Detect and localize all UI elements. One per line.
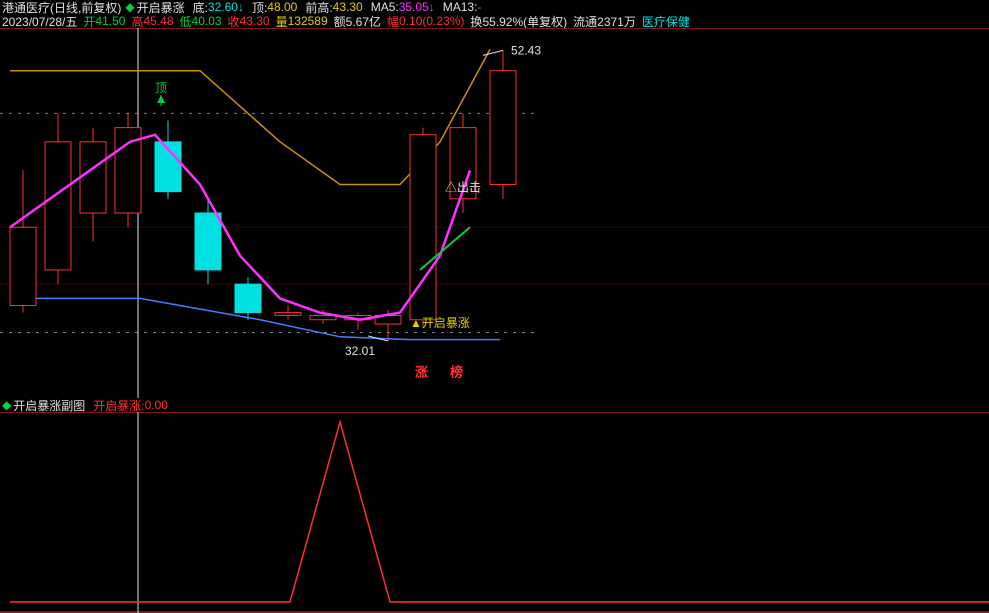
- svg-text:52.43: 52.43: [511, 43, 541, 57]
- sub-title: 开启暴涨副图: [13, 397, 85, 414]
- sub-chart-header: ◆ 开启暴涨副图 开启暴涨: 0.00: [0, 398, 989, 412]
- svg-text:△出击: △出击: [445, 181, 481, 195]
- sub-indicator-chart[interactable]: [0, 412, 989, 613]
- date: 2023/07/28/五: [2, 13, 77, 30]
- sub-sig-val: 0.00: [145, 398, 168, 412]
- sub-sig-label: 开启暴涨:: [93, 397, 144, 414]
- svg-text:32.01: 32.01: [345, 344, 375, 358]
- header-row-2: 2023/07/28/五 开 41.50 高 45.48 低 40.03 收 4…: [0, 14, 989, 28]
- svg-text:榜: 榜: [450, 365, 463, 380]
- svg-text:顶: 顶: [155, 81, 167, 95]
- svg-text:▲开启暴涨: ▲开启暴涨: [410, 315, 470, 330]
- ma5-val: 35.05: [399, 0, 429, 14]
- stock-chart-screen: { "colors":{ "bg":"#000000","red":"#ff30…: [0, 0, 989, 613]
- chart-header: 港通医疗(日线,前复权) ◆ 开启暴涨 底: 32.60 ↓ 顶: 48.00 …: [0, 0, 989, 28]
- svg-text:涨: 涨: [414, 365, 428, 380]
- main-candlestick-chart[interactable]: 52.43 32.01 顶 △出击 ▲开启暴涨涨 榜: [0, 28, 989, 398]
